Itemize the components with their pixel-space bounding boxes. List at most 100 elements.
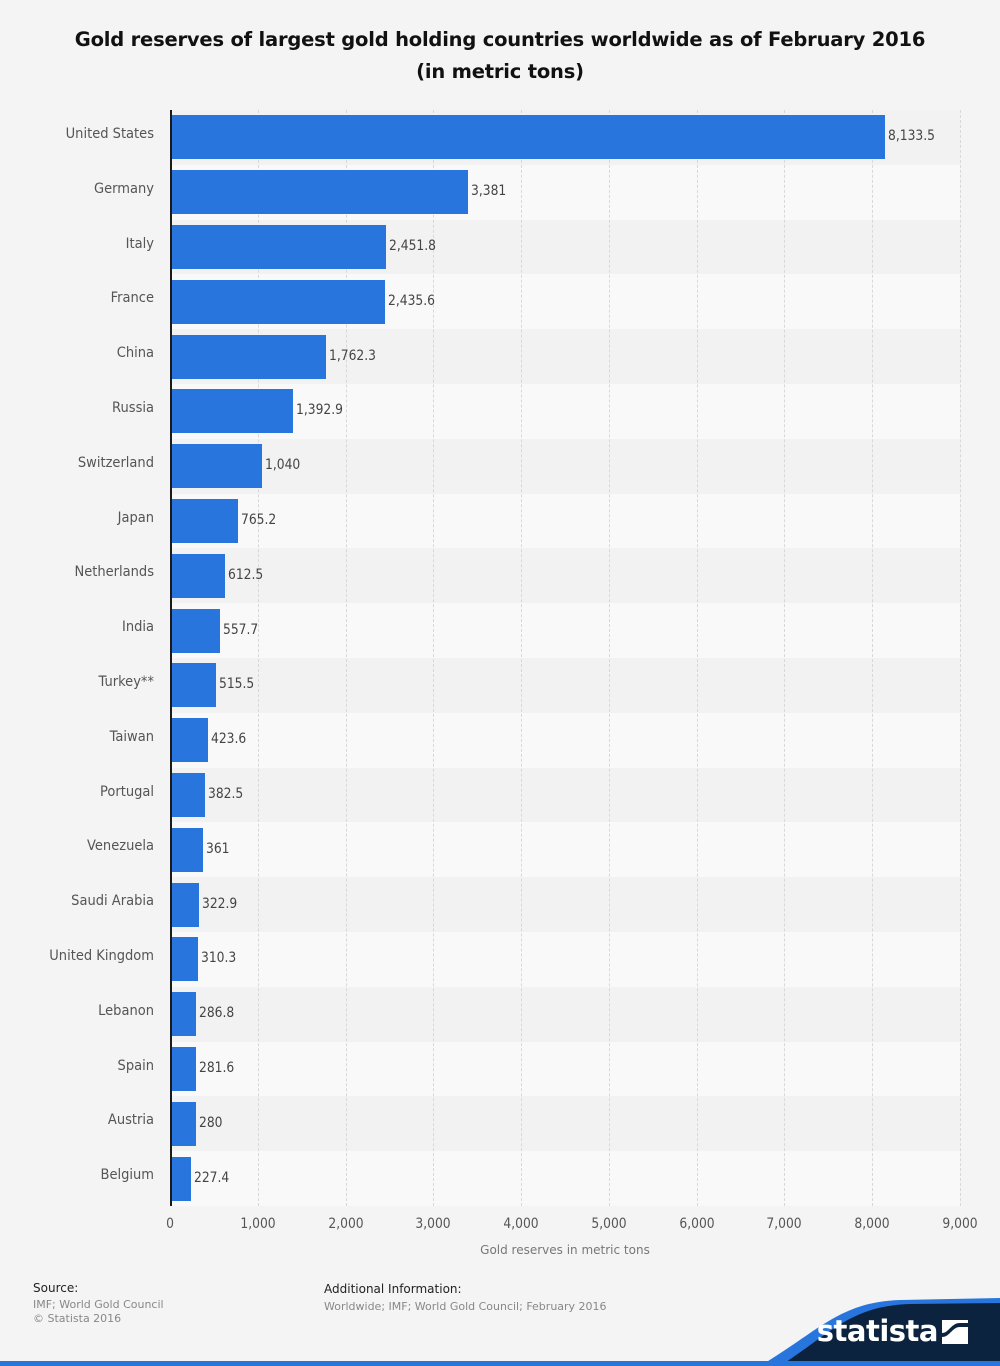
category-label: United Kingdom [49, 948, 154, 964]
category-label: Italy [125, 235, 154, 252]
bar-value-label: 1,392.9 [296, 402, 344, 419]
row-band [170, 603, 960, 658]
bar-value-label: 423.6 [211, 731, 247, 748]
bar[interactable] [171, 389, 294, 434]
bar-value-label: 286.8 [199, 1005, 235, 1022]
bar[interactable] [171, 170, 468, 215]
y-axis-line [170, 110, 172, 1206]
bar[interactable] [171, 937, 199, 982]
bar[interactable] [171, 334, 326, 379]
bar[interactable] [171, 882, 200, 927]
bar[interactable] [171, 1101, 196, 1146]
row-band [170, 384, 960, 439]
bar[interactable] [171, 608, 220, 653]
statista-logo-text[interactable]: statista [816, 1314, 939, 1348]
bar[interactable] [171, 115, 885, 160]
source-heading: Source: [33, 1281, 79, 1295]
bar-value-label: 382.5 [207, 786, 243, 802]
x-tick-label: 5,000 [591, 1216, 627, 1232]
category-label: France [110, 290, 154, 307]
plot-area: 8,133.5 3,381 2,451.8 2,435.6 1,762.3 1,392.9… [170, 110, 961, 1206]
bar-value-label: 2,435.6 [387, 292, 435, 309]
bottom-accent-line [0, 1361, 1000, 1366]
bar[interactable] [171, 279, 385, 324]
statista-logo-icon[interactable] [942, 1320, 968, 1344]
bar[interactable] [171, 499, 239, 543]
category-label: Venezuela [86, 838, 154, 855]
additional-info-heading: Additional Information: [324, 1282, 462, 1296]
x-tick-label: 1,000 [240, 1216, 276, 1232]
gridline [696, 110, 698, 1206]
x-tick-label: 6,000 [679, 1216, 715, 1232]
copyright-line: © Statista 2016 [33, 1312, 122, 1325]
bar[interactable] [171, 827, 203, 872]
bar-value-label: 515.5 [219, 676, 255, 693]
row-band [170, 658, 960, 713]
bar-value-label: 227.4 [193, 1169, 230, 1186]
bar[interactable] [171, 773, 205, 817]
category-label: India [121, 619, 154, 636]
category-label: Austria [107, 1112, 154, 1129]
bar-value-label: 281.6 [198, 1060, 234, 1076]
category-label: Germany [94, 180, 154, 197]
category-label: Turkey** [98, 674, 154, 690]
gridline [784, 110, 786, 1206]
gridline [960, 110, 961, 1206]
bar[interactable] [171, 663, 217, 708]
gridline [608, 110, 610, 1206]
row-band [170, 822, 960, 878]
category-label: Saudi Arabia [71, 893, 154, 910]
x-tick-label: 2,000 [327, 1216, 364, 1232]
category-label: Taiwan [109, 728, 154, 745]
statista-footer-wave [760, 1298, 1000, 1366]
bar[interactable] [171, 1047, 196, 1091]
category-label: Netherlands [74, 564, 154, 581]
bar[interactable] [171, 992, 197, 1037]
bar-value-label: 8,133.5 [887, 128, 935, 145]
x-tick-label: 9,000 [942, 1216, 978, 1232]
bar-value-label: 2,451.8 [389, 238, 437, 254]
category-label: United States [65, 126, 154, 142]
gridline [257, 110, 259, 1206]
bar-value-label: 557.7 [222, 621, 259, 638]
bar-value-label: 322.9 [202, 895, 238, 912]
row-band [170, 438, 960, 494]
bar-value-label: 361 [205, 840, 230, 857]
bar[interactable] [171, 718, 209, 763]
bar-value-label: 310.3 [201, 950, 237, 967]
bar[interactable] [171, 553, 225, 598]
row-band [170, 767, 960, 823]
gridline [345, 110, 347, 1206]
x-tick-label: 7,000 [766, 1216, 803, 1232]
row-band [170, 1151, 960, 1206]
category-label: China [116, 345, 154, 362]
row-band [170, 712, 960, 768]
bar[interactable] [171, 1156, 191, 1201]
row-band [170, 493, 960, 549]
bar-value-label: 1,040 [265, 457, 301, 474]
category-label: Belgium [100, 1167, 154, 1184]
bar[interactable] [171, 444, 263, 489]
row-band [170, 932, 960, 987]
category-label: Lebanon [98, 1002, 154, 1019]
row-band [170, 1041, 960, 1097]
x-tick-label: 3,000 [415, 1216, 451, 1232]
bar[interactable] [171, 225, 387, 269]
gridline [521, 110, 523, 1206]
category-label: Japan [117, 509, 154, 526]
chart-title: Gold reserves of largest gold holding co… [74, 28, 926, 83]
row-band [170, 1096, 960, 1152]
x-tick-label: 4,000 [503, 1216, 539, 1232]
gridline [872, 110, 874, 1206]
gridline [433, 110, 435, 1206]
category-label: Portugal [99, 783, 154, 800]
row-band [170, 877, 960, 932]
bar-value-label: 612.5 [227, 566, 264, 583]
source-line[interactable]: IMF; World Gold Council [33, 1298, 164, 1311]
source-text: IMF; World Gold Council © Statista 2016 [33, 1298, 164, 1326]
row-band [170, 986, 960, 1042]
additional-info-text: Worldwide; IMF; World Gold Council; Febr… [324, 1300, 607, 1313]
bar-value-label: 765.2 [241, 512, 277, 528]
bar-value-label: 280 [198, 1114, 223, 1131]
row-band [170, 548, 960, 604]
